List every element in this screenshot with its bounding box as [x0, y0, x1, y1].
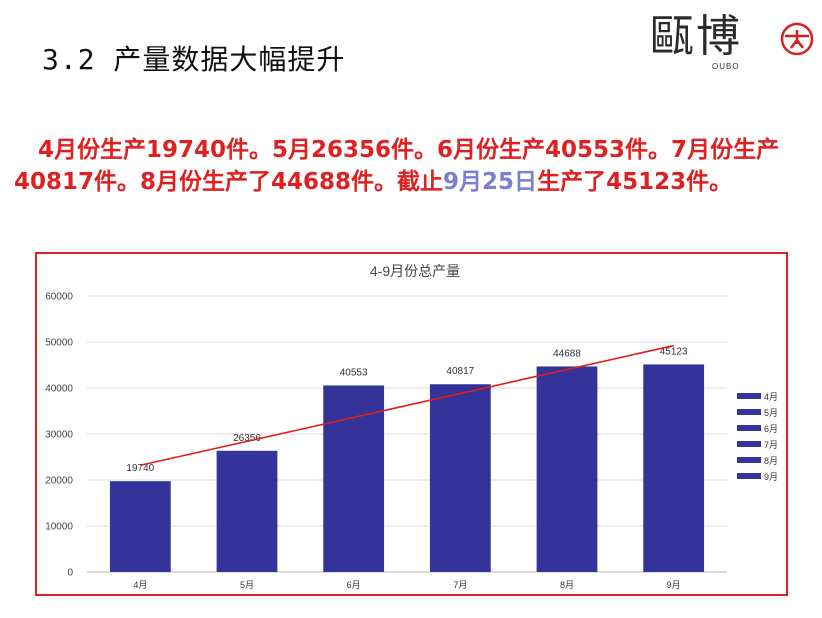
- legend-label: 7月: [764, 440, 778, 450]
- summary-text-2: 生产了45123件。: [537, 169, 733, 195]
- chart-bars: [109, 364, 705, 572]
- bar: [643, 364, 705, 572]
- y-tick-label: 40000: [45, 384, 73, 395]
- y-tick-label: 20000: [45, 476, 73, 487]
- data-label: 40817: [446, 366, 474, 377]
- bar: [536, 366, 598, 572]
- seal-icon: [780, 22, 814, 56]
- x-tick-label: 6月: [347, 580, 361, 590]
- y-tick-label: 50000: [45, 338, 73, 349]
- x-tick-label: 4月: [133, 580, 147, 590]
- bar: [323, 385, 385, 572]
- summary-highlight-date: 9月25日: [443, 169, 538, 195]
- data-label: 26356: [233, 433, 261, 444]
- legend-swatch: [737, 393, 761, 399]
- data-label: 45123: [660, 346, 688, 357]
- logo-glyphs: 甌博: [650, 11, 742, 62]
- data-label: 44688: [553, 348, 581, 359]
- y-tick-label: 10000: [45, 522, 73, 533]
- production-summary: 4月份生产19740件。5月26356件。6月份生产40553件。7月份生产40…: [14, 134, 814, 198]
- y-tick-label: 0: [67, 568, 73, 579]
- chart-x-axis: 4月 5月 6月 7月 8月 9月: [133, 580, 680, 590]
- chart-gridlines: [87, 295, 727, 573]
- chart-trendline: [140, 344, 674, 467]
- bar: [429, 384, 491, 572]
- legend-label: 6月: [764, 424, 778, 434]
- legend-swatch: [737, 409, 761, 415]
- y-tick-label: 60000: [45, 292, 73, 303]
- summary-text-1: 4月份生产19740件。5月26356件。6月份生产40553件。7月份生产40…: [14, 137, 780, 195]
- x-tick-label: 5月: [240, 580, 254, 590]
- x-tick-label: 9月: [667, 580, 681, 590]
- chart-y-axis: 0 10000 20000 30000 40000 50000 60000: [45, 292, 73, 579]
- legend-swatch: [737, 457, 761, 463]
- legend-swatch: [737, 473, 761, 479]
- chart-data-labels: 19740 26356 40553 40817 44688 45123: [126, 346, 688, 474]
- legend-label: 8月: [764, 456, 778, 466]
- bar: [216, 450, 278, 572]
- x-tick-label: 7月: [453, 580, 467, 590]
- data-label: 19740: [126, 463, 154, 474]
- x-tick-label: 8月: [560, 580, 574, 590]
- chart-legend: 4月 5月 6月 7月 8月 9月: [737, 392, 778, 482]
- logo-subtext: OUBO: [712, 62, 740, 71]
- legend-label: 9月: [764, 472, 778, 482]
- y-tick-label: 30000: [45, 430, 73, 441]
- legend-label: 4月: [764, 392, 778, 402]
- data-label: 40553: [340, 367, 368, 378]
- brand-logo: 甌博 OUBO: [650, 8, 820, 78]
- chart-title: 4-9月份总产量: [370, 263, 460, 279]
- trendline: [140, 344, 674, 467]
- legend-label: 5月: [764, 408, 778, 418]
- legend-swatch: [737, 441, 761, 447]
- bar: [109, 481, 171, 572]
- legend-swatch: [737, 425, 761, 431]
- chart-frame: 4-9月份总产量 19740 26356 40553 40817 44688 45123 …: [35, 252, 788, 596]
- slide-title: 3.2 产量数据大幅提升: [42, 43, 346, 76]
